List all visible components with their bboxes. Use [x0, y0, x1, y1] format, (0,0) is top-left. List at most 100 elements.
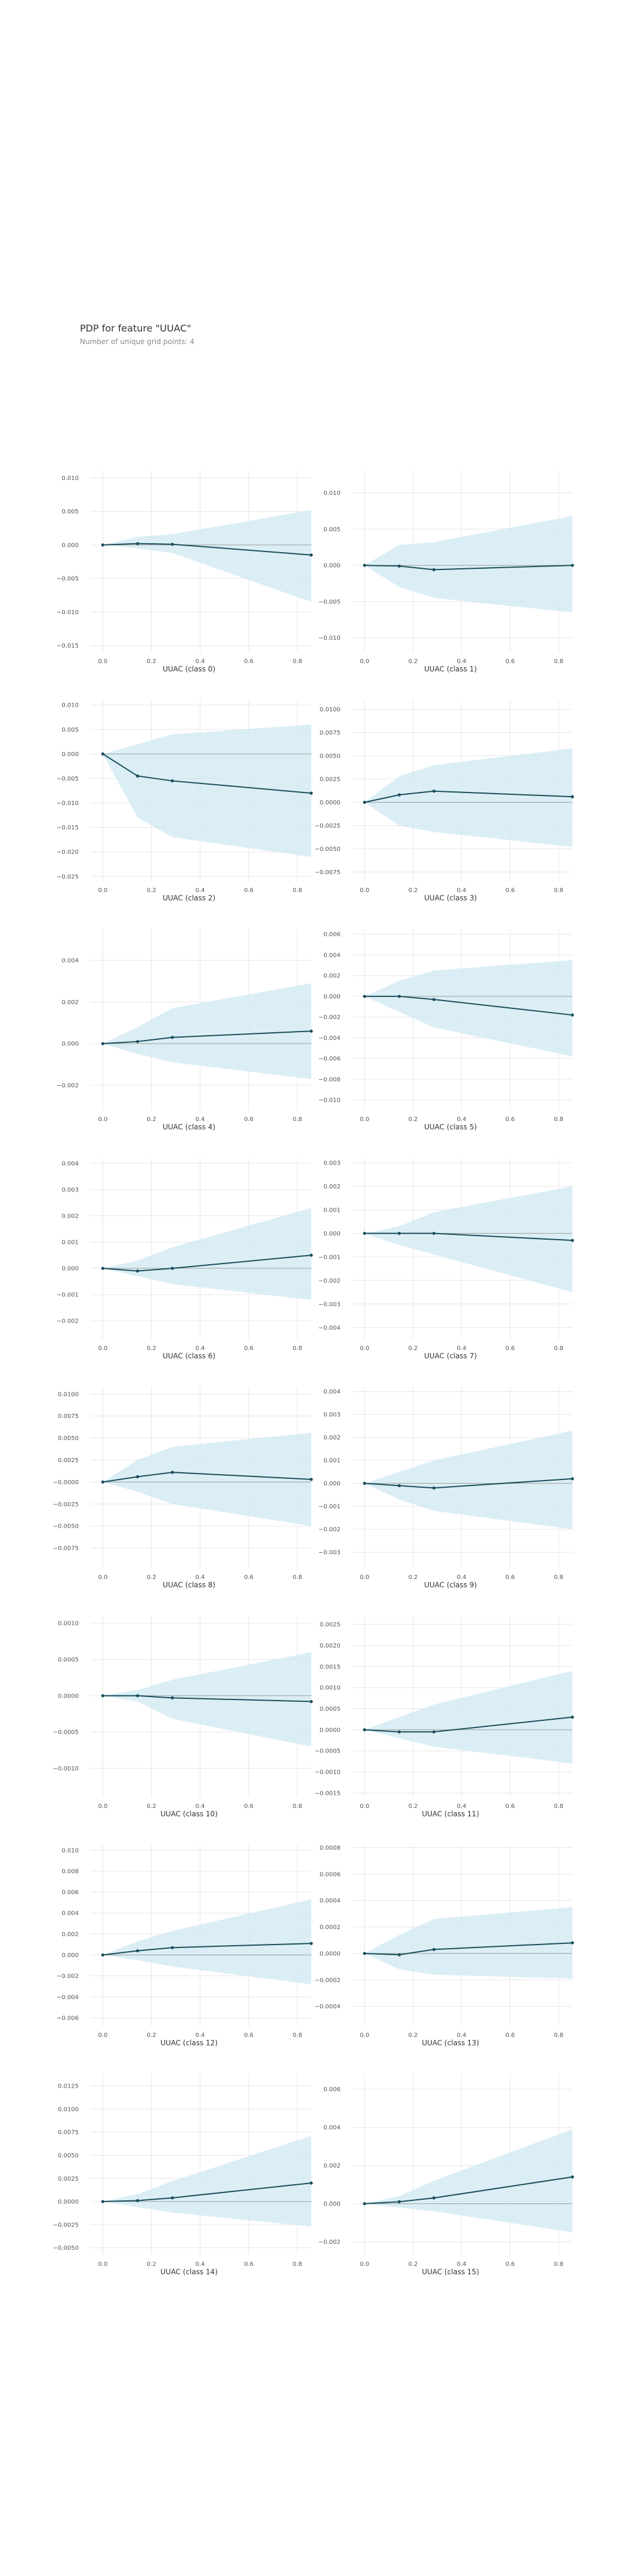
y-tick-label: −0.010: [57, 800, 79, 807]
pdp-point: [101, 1480, 104, 1484]
y-tick-label: 0.006: [323, 931, 340, 938]
x-tick-label: 0.8: [293, 2261, 302, 2268]
x-tick-label: 0.4: [196, 1116, 205, 1123]
y-tick-label: 0.005: [61, 509, 79, 515]
y-tick-label: −0.0025: [53, 2222, 79, 2228]
x-tick-label: 0.4: [457, 887, 466, 894]
pdp-point: [363, 1728, 366, 1732]
pdp-point: [397, 1231, 401, 1235]
x-tick-label: 0.0: [360, 1574, 369, 1581]
x-axis-label: UUAC (class 14): [160, 2268, 218, 2276]
y-tick-label: −0.0050: [53, 1524, 79, 1530]
y-tick-label: 0.004: [323, 952, 340, 959]
y-tick-label: 0.0025: [58, 2176, 79, 2182]
pdp-chart-2: 0.0 0.2 0.4 0.6 0.8 0.010 0.005 0.000 −0.005 −0.0…: [57, 700, 313, 902]
x-axis-label: UUAC (class 4): [163, 1123, 215, 1131]
pdp-line: [103, 543, 312, 556]
pdp-point: [101, 543, 104, 547]
confidence-band: [103, 983, 311, 1079]
x-tick-label: 0.8: [554, 1116, 564, 1123]
page-title: PDP for feature "UUAC": [80, 323, 191, 334]
x-tick-label: 0.2: [147, 658, 156, 665]
y-tick-label: −0.0050: [315, 846, 340, 853]
pdp-point: [363, 1952, 366, 1955]
x-tick-label: 0.2: [408, 887, 418, 894]
y-tick-label: −0.0002: [315, 1977, 340, 1984]
x-tick-label: 0.8: [554, 658, 564, 665]
y-tick-label: −0.002: [57, 1318, 79, 1325]
pdp-point: [432, 789, 436, 793]
y-tick-label: 0.010: [61, 702, 79, 709]
x-tick-label: 0.0: [98, 2261, 107, 2268]
x-tick-label: 0.8: [293, 1116, 302, 1123]
x-tick-label: 0.4: [457, 1116, 466, 1123]
x-tick-label: 0.0: [98, 2032, 107, 2039]
y-tick-label: −0.002: [318, 1278, 340, 1284]
x-tick-label: 0.8: [554, 2261, 564, 2268]
y-tick-label: −0.003: [318, 1301, 340, 1308]
y-tick-label: 0.010: [61, 1847, 79, 1854]
pdp-point: [171, 1470, 174, 1474]
confidence-band: [103, 1899, 311, 1984]
x-tick-label: 0.6: [505, 1345, 515, 1352]
y-tick-label: 0.0015: [320, 1664, 340, 1670]
confidence-band: [364, 2129, 572, 2233]
y-tick-label: −0.006: [318, 1056, 340, 1063]
y-tick-label: 0.002: [323, 973, 340, 980]
y-tick-label: 0.003: [61, 1187, 79, 1193]
x-tick-label: 0.2: [147, 2261, 156, 2268]
x-tick-label: 0.2: [147, 887, 156, 894]
x-tick-label: 0.4: [196, 2261, 205, 2268]
x-axis-label: UUAC (class 7): [424, 1352, 476, 1360]
pdp-point: [171, 2196, 174, 2200]
y-tick-label: 0.0075: [58, 2129, 79, 2136]
x-axis-label: UUAC (class 1): [424, 665, 476, 673]
x-tick-label: 0.8: [554, 887, 564, 894]
y-tick-label: 0.002: [61, 999, 79, 1006]
pdp-point: [363, 995, 366, 998]
y-tick-label: 0.0050: [58, 1435, 79, 1442]
pdp-point: [136, 1694, 140, 1698]
y-tick-label: 0.003: [323, 1412, 340, 1419]
x-axis-label: UUAC (class 6): [163, 1352, 215, 1360]
y-tick-label: 0.0020: [320, 1643, 340, 1649]
pdp-point: [432, 1231, 436, 1235]
x-axis-label: UUAC (class 2): [163, 894, 215, 902]
x-tick-label: 0.0: [98, 1803, 107, 1810]
y-tick-label: −0.015: [57, 643, 79, 649]
y-tick-label: −0.001: [318, 1254, 340, 1261]
x-tick-label: 0.6: [505, 2032, 515, 2039]
pdp-chart-1: 0.0 0.2 0.4 0.6 0.8 0.010 0.005 0.000 −0.005 −0.0…: [318, 471, 574, 673]
pdp-point: [363, 800, 366, 804]
x-axis-label: UUAC (class 5): [424, 1123, 476, 1131]
pdp-point: [432, 2196, 436, 2200]
y-tick-label: −0.004: [57, 1994, 79, 2001]
pdp-line: [103, 1943, 312, 1956]
pdp-point: [432, 998, 436, 1001]
pdp-line: [103, 1472, 312, 1483]
confidence-band: [103, 510, 311, 602]
y-tick-label: 0.000: [61, 1266, 79, 1272]
y-tick-label: −0.006: [57, 2015, 79, 2021]
y-tick-label: 0.0004: [320, 1898, 340, 1905]
y-tick-label: −0.001: [318, 1504, 340, 1510]
pdp-point: [363, 2202, 366, 2206]
y-tick-label: −0.0000: [53, 1479, 79, 1486]
confidence-band: [103, 2135, 311, 2227]
y-tick-label: −0.0004: [315, 2004, 340, 2010]
pdp-line: [364, 1478, 573, 1489]
pdp-point: [101, 2200, 104, 2203]
pdp-chart-14: 0.0 0.2 0.4 0.6 0.8 0.0125 0.0100 0.0075 0.0050 0…: [53, 2074, 313, 2276]
y-tick-label: 0.0000: [58, 2199, 79, 2206]
pdp-chart-0: 0.0 0.2 0.4 0.6 0.8 0.010 0.005 0.000 −0.005 −0.0…: [57, 471, 313, 673]
y-tick-label: 0.000: [61, 1952, 79, 1959]
y-tick-label: 0.002: [323, 1184, 340, 1190]
y-tick-label: −0.0025: [53, 1501, 79, 1508]
y-tick-label: −0.003: [318, 1550, 340, 1556]
pdp-point: [136, 774, 140, 778]
x-tick-label: 0.2: [408, 2261, 418, 2268]
y-tick-label: 0.004: [323, 2125, 340, 2131]
x-tick-label: 0.6: [244, 2032, 253, 2039]
x-tick-label: 0.2: [147, 1116, 156, 1123]
pdp-line: [364, 1233, 573, 1241]
